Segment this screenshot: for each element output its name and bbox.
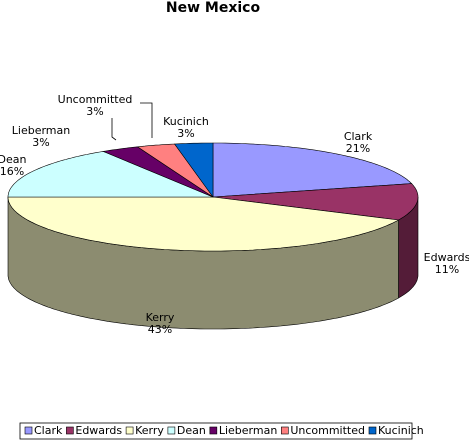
data-label-value: 16% bbox=[0, 165, 24, 178]
slice bbox=[136, 143, 214, 198]
data-label-value: 3% bbox=[32, 136, 49, 149]
slice bbox=[174, 142, 214, 198]
slice bbox=[212, 183, 419, 221]
legend-label: Edwards bbox=[75, 424, 122, 437]
legend-label: Lieberman bbox=[219, 424, 277, 437]
legend-swatch bbox=[368, 426, 377, 435]
legend-swatch bbox=[24, 426, 33, 435]
data-label-value: 3% bbox=[177, 127, 194, 140]
legend-swatch bbox=[281, 426, 289, 435]
data-label-value: 21% bbox=[346, 142, 370, 155]
slice bbox=[212, 142, 413, 198]
legend-label: Uncommitted bbox=[290, 424, 365, 437]
slice bbox=[7, 196, 400, 252]
data-label-name: Kucinich bbox=[163, 115, 209, 128]
data-label-name: Lieberman bbox=[12, 124, 70, 137]
data-label-value: 11% bbox=[435, 263, 459, 276]
chart-title: New Mexico bbox=[166, 0, 261, 16]
legend-label: Clark bbox=[34, 424, 63, 437]
leader-line bbox=[140, 102, 153, 138]
data-label-value: 43% bbox=[148, 323, 172, 336]
legend-swatch bbox=[66, 426, 74, 435]
legend-label: Kucinich bbox=[378, 424, 424, 437]
legend-label: Dean bbox=[177, 424, 206, 437]
data-label-name: Dean bbox=[0, 153, 27, 166]
legend-swatch bbox=[125, 426, 134, 435]
data-label-value: 3% bbox=[86, 105, 103, 118]
data-label-name: Clark bbox=[344, 130, 373, 143]
legend-label: Kerry bbox=[135, 424, 164, 437]
data-label-name: Uncommitted bbox=[58, 93, 133, 106]
leader-line bbox=[111, 118, 117, 141]
legend-swatch bbox=[209, 426, 218, 435]
slice bbox=[7, 151, 214, 198]
data-label-name: Edwards bbox=[424, 251, 469, 264]
slice bbox=[102, 146, 214, 198]
data-label-name: Kerry bbox=[146, 311, 175, 324]
legend-swatch bbox=[167, 426, 176, 435]
